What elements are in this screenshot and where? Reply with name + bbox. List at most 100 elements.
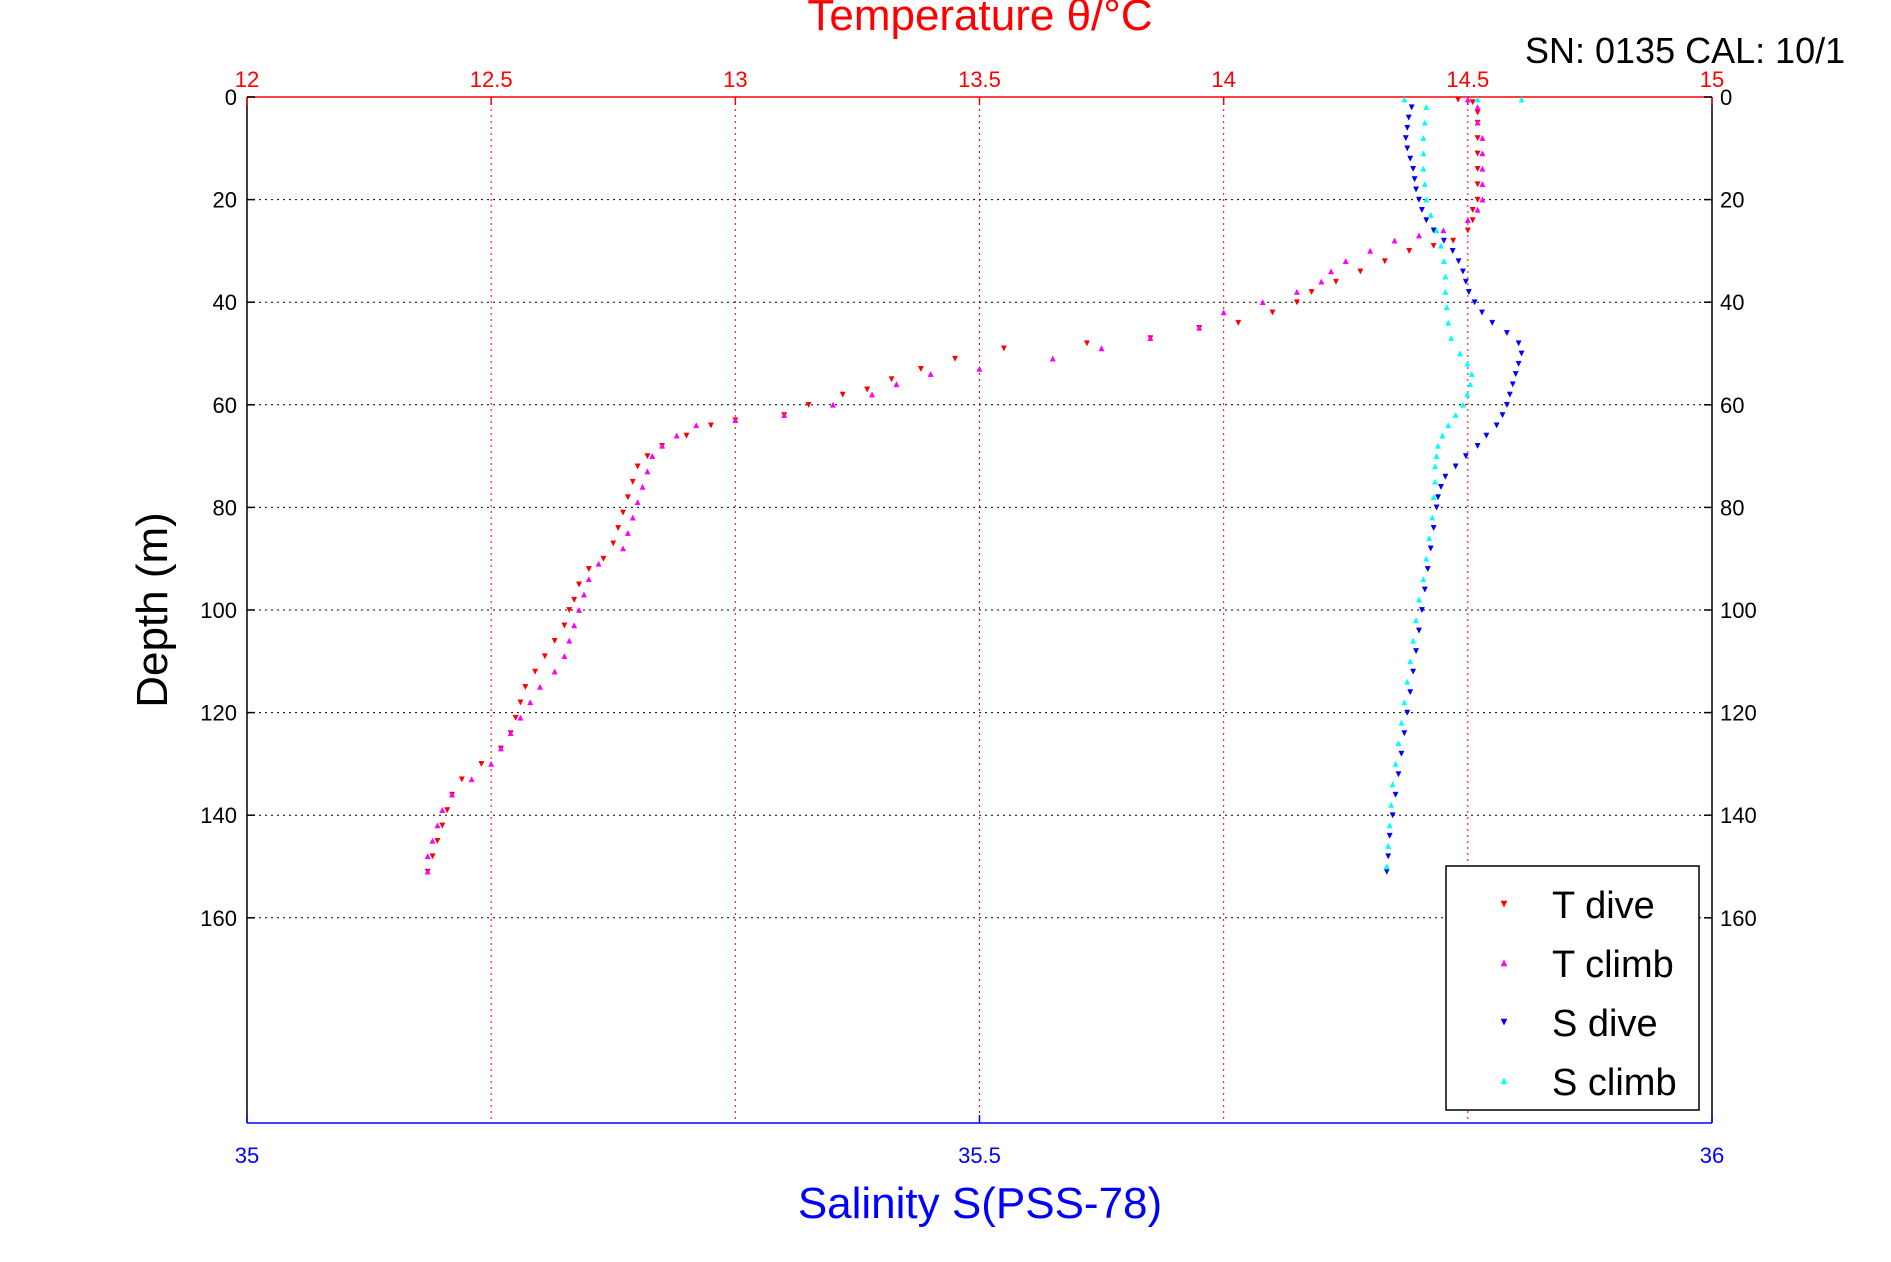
s-dive-point [1383,868,1390,875]
s-dive-point [1509,381,1516,388]
t-dive-point [952,355,959,362]
legend-label-t-climb: T climb [1552,944,1674,986]
s-climb-point [1445,319,1452,326]
t-climb-point [1474,119,1481,126]
t-climb-point [551,668,558,675]
t-dive-point [1474,109,1481,116]
s-dive-point [1430,525,1437,532]
s-dive-point [1503,401,1510,408]
s-dive-point [1452,463,1459,470]
s-climb-point [1420,576,1427,583]
t-climb-point [1474,206,1481,213]
t-climb-point [869,391,876,398]
t-climb-point [1440,227,1447,234]
legend-marker-s-climb [1500,1077,1508,1085]
s-dive-point [1410,668,1417,675]
serial-calibration-text: SN: 0135 CAL: 10/1 [1525,30,1845,71]
s-climb-point [1445,422,1452,429]
t-dive-point [1474,196,1481,203]
top-axis-tick-label: 13.5 [958,67,1001,92]
t-dive-point [541,653,548,660]
t-dive-point [644,453,651,460]
t-dive-point [839,391,846,398]
t-climb-point [673,432,680,439]
t-climb-point [1196,324,1203,331]
s-climb-point [1395,740,1402,747]
legend-label-s-dive: S dive [1552,1003,1658,1045]
ticks-layer: 12 12.5 13 13.5 14 14.5 15 35 35.5 36 0 0 20 20 40 40 60… [200,67,1756,1168]
t-dive-point [522,684,529,691]
bottom-axis-tick-label: 35 [235,1143,259,1168]
t-dive-point [566,607,573,614]
s-climb-point [1474,96,1481,103]
t-climb-point [781,411,788,418]
s-dive-point [1386,832,1393,839]
t-dive-point [1430,242,1437,249]
s-dive-point [1440,237,1447,244]
top-axis-tick-label: 12.5 [470,67,513,92]
left-axis-tick-label: 100 [200,598,237,623]
s-dive-point [1449,248,1456,255]
right-axis-tick-label: 120 [1720,701,1757,726]
right-axis-tick-label: 160 [1720,906,1757,931]
t-dive-point [1469,99,1476,106]
t-dive-point [561,622,568,629]
t-climb-point [629,514,636,521]
t-climb-point [1147,334,1154,341]
s-climb-point [1442,288,1449,295]
s-climb-point [1385,842,1392,849]
t-dive-point [1450,237,1457,244]
s-climb-point [1427,211,1434,218]
s-climb-point [1440,258,1447,265]
t-dive-point [1455,96,1462,103]
s-dive-point [1499,412,1506,419]
t-climb-point [1479,181,1486,188]
legend-marker-t-climb [1500,959,1508,967]
s-climb-point [1429,514,1436,521]
top-axis-tick-label: 15 [1700,67,1724,92]
t-dive-point [434,838,441,845]
t-dive-point [517,699,524,706]
t-dive-point [610,540,617,547]
t-dive-point [576,581,583,588]
t-dive-point [1083,340,1090,347]
s-climb-point [1423,555,1430,562]
s-dive-point [1435,494,1442,501]
t-dive-point [1308,289,1315,296]
t-climb-point [585,576,592,583]
s-climb-point [1439,432,1446,439]
t-dive-point [620,509,627,516]
s-dive-point [1462,453,1469,460]
s-climb-point [1430,493,1437,500]
s-dive-point [1415,627,1423,634]
t-dive-point [1000,345,1007,352]
t-climb-point [1293,288,1300,295]
top-axis-title: Temperature θ/°C [807,0,1152,40]
t-climb-point [829,401,837,408]
t-climb-point [624,529,631,536]
s-climb-point [1420,150,1427,157]
grid-layer [247,97,1712,1123]
s-dive-point [1411,176,1418,183]
t-dive-point [1235,319,1242,326]
s-dive-point [1478,309,1485,316]
t-dive-point [1269,309,1276,316]
s-dive-point [1407,689,1414,696]
t-dive-point [512,714,519,721]
s-climb-point [1464,360,1471,367]
t-dive-point [439,822,446,829]
t-climb-point [488,760,495,767]
t-climb-point [620,545,627,552]
s-climb-point [1457,350,1464,357]
s-dive-point [1465,289,1472,296]
t-dive-point [1293,299,1300,306]
t-climb-point [497,745,504,752]
s-dive-point [1430,227,1437,234]
left-axis-tick-label: 20 [213,188,237,213]
t-dive-point [458,776,465,783]
t-dive-point [629,478,636,485]
s-dive-point [1418,607,1425,614]
legend-items: T dive T climb S dive S climb [1500,885,1677,1104]
right-axis-tick-label: 100 [1720,598,1757,623]
t-climb-point [1259,299,1266,306]
